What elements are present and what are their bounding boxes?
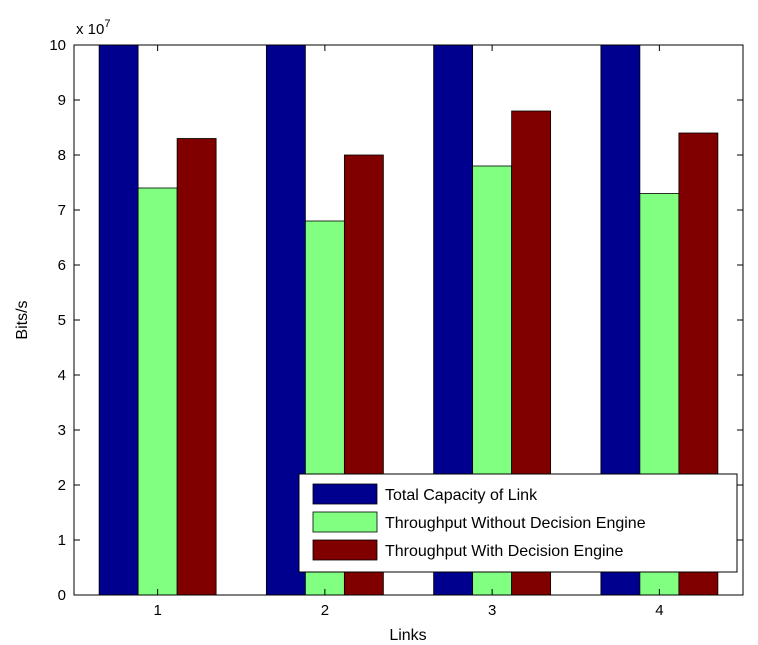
y-tick-label: 7 (58, 202, 66, 219)
y-tick-label: 5 (58, 312, 66, 329)
bar-series-1-link-1 (98, 44, 139, 596)
legend-swatch (312, 483, 378, 505)
x-tick-label: 4 (655, 602, 663, 619)
bar-series-3-link-1 (176, 138, 217, 596)
x-axis-title: Links (389, 627, 426, 644)
x-tick-label: 3 (488, 602, 496, 619)
y-tick-label: 6 (58, 257, 66, 274)
bar-series-2-link-1 (137, 187, 178, 596)
y-tick-label: 10 (49, 37, 66, 54)
y-tick-label: 9 (58, 92, 66, 109)
y-tick-label: 2 (58, 477, 66, 494)
y-tick-label: 8 (58, 147, 66, 164)
legend-label: Throughput With Decision Engine (385, 543, 623, 560)
plot-frame (73, 44, 744, 596)
y-axis-ticks: 0 1 2 3 4 5 6 7 8 9 10 (49, 37, 743, 604)
legend: Total Capacity of Link Throughput Without… (298, 473, 738, 573)
y-multiplier-exponent: 7 (104, 18, 110, 30)
y-tick-label: 0 (58, 587, 66, 604)
x-axis-ticks: 1 2 3 4 (153, 45, 664, 619)
legend-label: Throughput Without Decision Engine (385, 515, 646, 532)
legend-label: Total Capacity of Link (385, 487, 538, 504)
x-tick-label: 2 (321, 602, 329, 619)
y-multiplier: x 107 (76, 18, 110, 38)
y-multiplier-label: x 10 (76, 21, 104, 38)
y-tick-label: 4 (58, 367, 66, 384)
y-axis-title: Bits/s (14, 300, 31, 339)
legend-items: Total Capacity of Link Throughput Without… (312, 483, 646, 561)
legend-swatch (312, 511, 378, 533)
y-tick-label: 3 (58, 422, 66, 439)
y-tick-label: 1 (58, 532, 66, 549)
x-tick-label: 1 (153, 602, 161, 619)
legend-swatch (312, 539, 378, 561)
